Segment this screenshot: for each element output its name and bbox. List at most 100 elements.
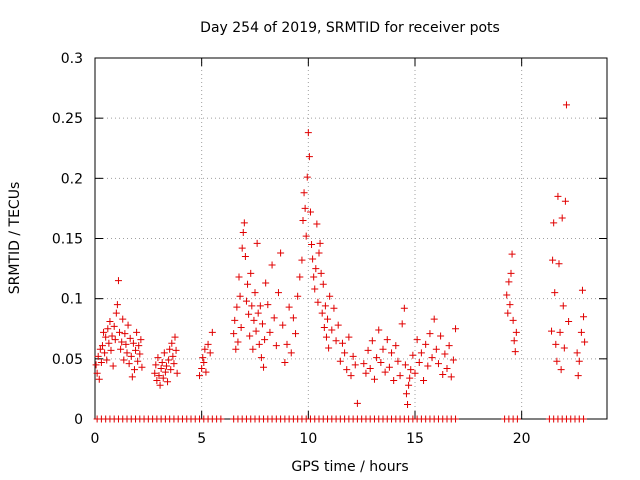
data-point	[353, 399, 361, 407]
data-point	[581, 338, 589, 346]
data-point	[93, 369, 101, 377]
data-point	[277, 249, 285, 257]
data-point	[550, 219, 558, 227]
data-point	[405, 381, 413, 389]
y-tick-label: 0.15	[52, 232, 83, 248]
data-point	[561, 197, 569, 205]
data-point	[134, 357, 142, 365]
data-point	[314, 298, 322, 306]
data-point	[167, 366, 175, 374]
data-point	[366, 364, 374, 372]
data-point	[249, 345, 257, 353]
data-point	[422, 340, 430, 348]
data-point	[377, 358, 385, 366]
data-point	[430, 315, 438, 323]
data-point	[375, 326, 383, 334]
data-point	[245, 310, 253, 318]
data-point	[400, 304, 408, 312]
data-point	[580, 415, 588, 423]
data-point	[264, 301, 272, 309]
data-point	[266, 328, 274, 336]
data-point	[558, 214, 566, 222]
data-point	[552, 340, 560, 348]
data-point	[123, 349, 131, 357]
data-point	[445, 342, 453, 350]
data-point	[272, 342, 280, 350]
data-point	[200, 358, 208, 366]
data-point	[512, 328, 520, 336]
data-point	[554, 192, 562, 200]
data-point	[102, 333, 110, 341]
data-point	[242, 297, 250, 305]
data-point	[452, 325, 460, 333]
data-point	[246, 332, 254, 340]
data-point	[510, 337, 518, 345]
data-point	[303, 173, 311, 181]
data-point	[252, 327, 260, 335]
data-point	[407, 366, 415, 374]
data-point	[250, 316, 258, 324]
data-point	[294, 292, 302, 300]
data-point	[120, 356, 128, 364]
data-point	[128, 373, 136, 381]
data-point	[424, 362, 432, 370]
data-point	[217, 415, 225, 423]
data-point	[117, 345, 125, 353]
data-point	[332, 337, 340, 345]
data-point	[557, 366, 565, 374]
data-point	[166, 345, 174, 353]
data-point	[204, 340, 212, 348]
data-point	[94, 352, 102, 360]
data-point	[556, 328, 564, 336]
y-tick-label: 0.05	[52, 352, 83, 368]
data-point	[347, 372, 355, 380]
data-point	[126, 334, 134, 342]
data-point	[392, 342, 400, 350]
data-point	[336, 357, 344, 365]
data-point	[105, 339, 113, 347]
data-point	[565, 318, 573, 326]
data-point	[368, 337, 376, 345]
data-point	[320, 324, 328, 332]
data-point	[285, 303, 293, 311]
data-point	[127, 352, 135, 360]
data-point	[309, 255, 317, 263]
data-point	[283, 340, 291, 348]
data-point	[153, 376, 161, 384]
x-tick-label: 10	[299, 431, 317, 447]
data-point	[449, 356, 457, 364]
data-point	[206, 349, 214, 357]
data-point	[349, 352, 357, 360]
data-point	[287, 349, 295, 357]
x-tick-label: 0	[91, 431, 100, 447]
data-point	[254, 309, 262, 317]
data-point	[116, 328, 124, 336]
x-tick-label: 5	[197, 431, 206, 447]
data-point	[508, 250, 516, 258]
data-point	[158, 358, 166, 366]
data-point	[505, 278, 513, 286]
data-point	[426, 330, 434, 338]
data-point	[308, 241, 316, 249]
data-point	[118, 338, 126, 346]
data-point	[247, 269, 255, 277]
data-point	[101, 349, 109, 357]
data-point	[319, 280, 327, 288]
data-point	[268, 261, 276, 269]
data-point	[244, 280, 252, 288]
data-point	[239, 228, 247, 236]
data-point	[201, 345, 209, 353]
data-point	[124, 321, 132, 329]
data-point	[443, 364, 451, 372]
data-point	[413, 336, 421, 344]
data-point	[230, 330, 238, 338]
data-point	[261, 336, 269, 344]
data-point	[135, 342, 143, 350]
data-point	[396, 372, 404, 380]
data-point	[360, 360, 368, 368]
data-point	[328, 326, 336, 334]
data-point	[160, 349, 168, 357]
data-point	[111, 336, 119, 344]
data-point	[439, 370, 447, 378]
